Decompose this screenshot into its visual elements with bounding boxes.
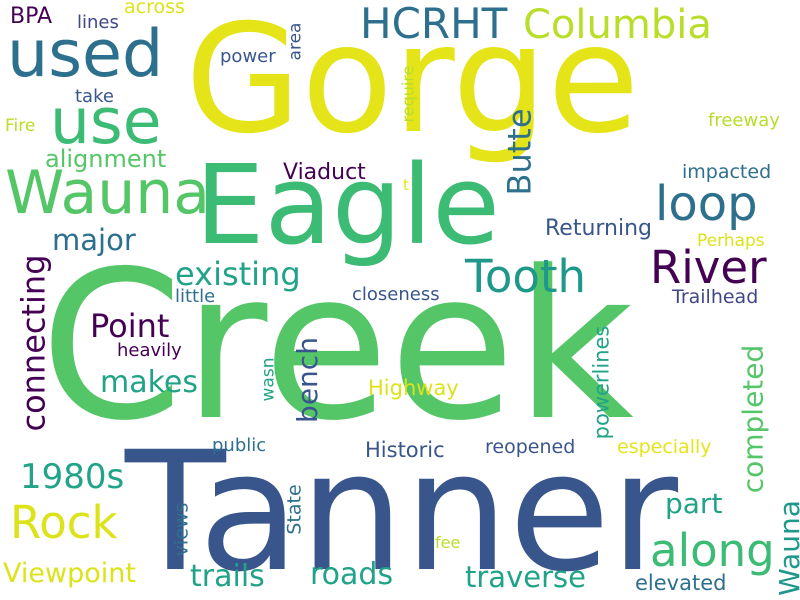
word: used: [7, 17, 164, 92]
word: along: [650, 524, 775, 577]
word: fee: [435, 533, 461, 552]
word: Tanner: [125, 416, 679, 600]
word: reopened: [485, 436, 576, 458]
word-vertical: completed: [736, 344, 770, 494]
word: Gorge: [185, 0, 640, 167]
word: t: [403, 176, 409, 194]
word: Perhaps: [697, 231, 765, 251]
word: heavily: [117, 340, 182, 361]
word: public: [212, 435, 267, 456]
word: Viaduct: [283, 160, 366, 185]
word: freeway: [708, 110, 780, 131]
word: alignment: [45, 145, 167, 173]
word: Rock: [10, 496, 118, 549]
word: trails: [190, 559, 265, 594]
word: Returning: [545, 216, 653, 241]
word: Eagle: [195, 141, 500, 269]
word-vertical: views: [170, 502, 193, 557]
word: impacted: [682, 161, 772, 183]
word: BPA: [10, 4, 53, 29]
word: makes: [100, 365, 198, 400]
word-vertical: Wauna: [772, 500, 800, 596]
word: Columbia: [523, 2, 712, 48]
word: Trailhead: [672, 286, 759, 308]
word: elevated: [635, 571, 727, 595]
word: lines: [77, 12, 119, 33]
word: take: [75, 86, 114, 107]
word-vertical: wasn: [258, 357, 279, 402]
word-vertical: area: [285, 22, 306, 61]
word: closeness: [352, 284, 440, 305]
word: major: [52, 223, 136, 257]
word: use: [50, 85, 162, 158]
word-vertical: connecting: [14, 254, 53, 432]
word: HCRHT: [360, 0, 508, 48]
word: across: [124, 0, 185, 18]
word: existing: [175, 255, 301, 293]
word: part: [665, 487, 723, 520]
word-vertical: require: [398, 65, 418, 123]
word-vertical: powerlines: [589, 325, 614, 440]
word-vertical: bench: [290, 337, 324, 423]
word: roads: [310, 557, 394, 592]
word: Historic: [365, 438, 445, 462]
word: especially: [617, 436, 712, 458]
word: loop: [655, 176, 758, 232]
word: Fire: [5, 116, 36, 136]
word: little: [175, 286, 216, 307]
word: River: [650, 241, 767, 294]
word: traversе: [465, 560, 586, 594]
word: Viewpoint: [3, 558, 136, 589]
word: Point: [90, 307, 170, 345]
word: power: [220, 46, 276, 67]
word-vertical: State: [283, 484, 306, 535]
word: Wauna: [5, 158, 211, 228]
word: Tooth: [465, 250, 587, 303]
word: 1980s: [20, 457, 125, 497]
word: Highway: [368, 376, 459, 400]
word: Creek: [40, 228, 634, 466]
word-vertical: Butte: [500, 108, 539, 196]
